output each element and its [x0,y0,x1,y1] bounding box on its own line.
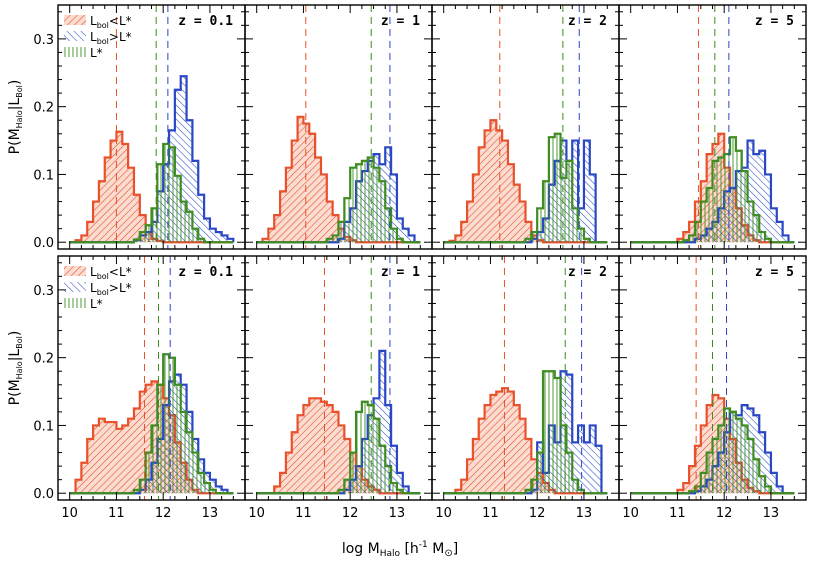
x-tick-label: 13 [576,506,593,521]
panel-redshift-label: z = 0.1 [178,265,233,280]
y-axis-title: P(MHalo|LBol) [7,80,24,155]
histogram-outline-mid [69,142,234,244]
y-tick-label: 0.0 [33,487,54,502]
histogram-outline-mid [630,407,795,495]
panel-8: 10 11 12 13 z = 5 [618,255,807,521]
panel-2: z = 1 [244,4,433,250]
y-tick-label: 0.3 [33,284,54,299]
panel-7: 10 11 12 13 z = 2 [431,255,620,521]
panel-redshift-label: z = 0.1 [178,14,233,29]
histogram-fill-mid [443,371,608,494]
panel-1: 0.0 0.1 0.2 0.3 P(MHalo|LBol) Lbol<L*Lbol>L*L… [7,4,246,251]
panel-6: 10 11 12 13 z = 1 [244,255,433,521]
histogram-fill-high [69,76,234,243]
panel-plot-area [443,256,608,500]
panel-5: 10 11 12 13 0.0 0.1 0.2 0.3 P(MHalo|LBol) Lbol<L*… [7,255,246,521]
legend-label-low: Lbol<L* [90,265,132,281]
legend: Lbol<L*Lbol>L*L* [64,14,132,60]
histogram-outline-mid [630,136,795,244]
legend-label-mid: L* [90,297,103,311]
panel-frame [244,4,433,250]
legend-label-high: Lbol>L* [90,281,132,297]
histogram-fill-low [443,120,608,243]
y-axis-title: P(MHalo|LBol) [7,331,24,406]
y-tick-label: 0.1 [33,419,54,434]
panel-plot-area [256,256,421,500]
panel-plot-area [443,5,608,249]
y-tick-label: 0.3 [33,33,54,48]
panel-redshift-label: z = 1 [381,14,420,29]
x-tick-label: 13 [763,506,780,521]
x-tick-label: 11 [108,506,125,521]
x-tick-label: 12 [529,506,546,521]
panel-plot-area [69,5,235,249]
histogram-fill-low [69,131,234,243]
panel-redshift-label: z = 5 [755,14,794,29]
y-tick-label: 0.0 [33,236,54,251]
x-tick-label: 10 [622,506,639,521]
histogram-outline-mid [256,156,421,244]
histogram-outline-mid [256,400,421,495]
panel-plot-area [256,5,421,249]
x-tick-label: 12 [342,506,359,521]
histogram-fill-mid [443,133,608,243]
histogram-fill-mid [69,354,234,494]
x-tick-label: 13 [202,506,219,521]
legend-label-mid: L* [90,46,103,60]
panel-plot-area [69,256,234,500]
panel-redshift-label: z = 5 [755,265,794,280]
x-tick-label: 11 [482,506,499,521]
y-tick-label: 0.2 [33,352,54,367]
panel-3: z = 2 [431,4,620,250]
x-tick-label: 12 [716,506,733,521]
legend-label-low: Lbol<L* [90,14,132,30]
histogram-outline-mid [443,132,608,244]
x-tick-label: 10 [248,506,265,521]
legend-swatch-high [64,31,86,41]
histogram-outline-mid [69,353,234,495]
y-tick-label: 0.2 [33,101,54,116]
histogram-outline-mid [443,370,608,495]
panels-layer: 0.00.10.20.3P(MHalo|LBol)Lbol<L*Lbol>L*L… [7,4,807,521]
legend-swatch-high [64,282,86,292]
legend-swatch-low [64,15,86,25]
x-tick-label: 11 [669,506,686,521]
axis-labels-layer: log MHalo [h-1 M⊙] [342,540,458,559]
legend-label-high: Lbol>L* [90,30,132,46]
histogram-fill-low [256,116,421,243]
x-tick-label: 10 [435,506,452,521]
y-tick-label: 0.1 [33,168,54,183]
legend: Lbol<L*Lbol>L*L* [64,265,132,311]
x-tick-label: 13 [389,506,406,521]
panel-plot-area [630,5,795,249]
panel-4: z = 5 [618,4,807,250]
legend-swatch-low [64,266,86,276]
panel-redshift-label: z = 1 [381,265,420,280]
x-tick-label: 10 [61,506,78,521]
x-axis-title: log MHalo [h-1 M⊙] [342,540,458,559]
legend-swatch-mid [64,298,86,308]
panel-redshift-label: z = 2 [568,14,607,29]
x-tick-label: 11 [295,506,312,521]
panel-redshift-label: z = 2 [568,265,607,280]
x-tick-label: 12 [155,506,172,521]
legend-swatch-mid [64,47,86,57]
panel-plot-area [630,256,795,500]
